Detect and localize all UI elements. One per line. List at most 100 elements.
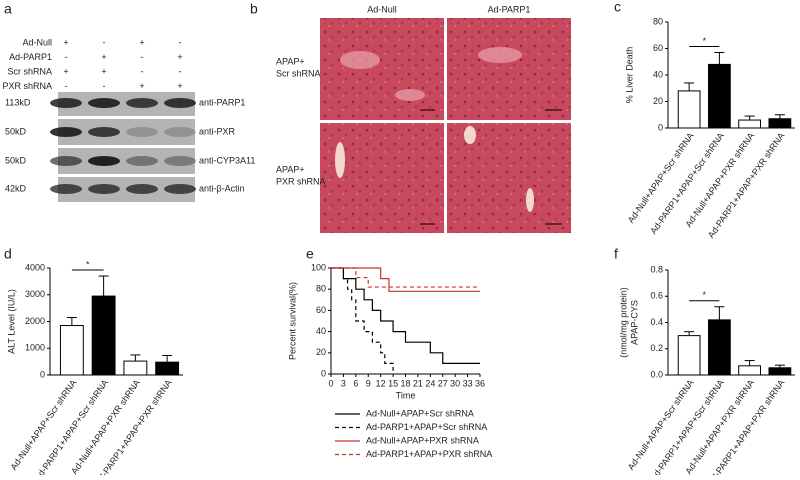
y-tick-label: 40 [653, 69, 663, 79]
row-label: PXR shRNA [276, 176, 326, 186]
band-antibody: anti-CYP3A11 [199, 155, 255, 165]
condition-sign: + [177, 81, 182, 91]
y-tick-label: 20 [653, 96, 663, 106]
band-size: 42kD [5, 183, 27, 193]
condition-sign: - [179, 37, 182, 47]
band-size: 50kD [5, 155, 27, 165]
y-tick-label: 100 [311, 262, 326, 272]
survival-line [331, 267, 480, 364]
condition-label: PXR shRNA [2, 81, 52, 91]
bar [738, 365, 762, 376]
condition-sign: + [101, 66, 106, 76]
y-tick-label: 80 [653, 16, 663, 26]
blot-band [50, 127, 82, 137]
significance-label: * [702, 36, 706, 46]
blot-band [88, 156, 120, 166]
condition-label: Scr shRNA [7, 66, 52, 76]
legend-label: Ad-Null+APAP+Scr shRNA [366, 408, 474, 418]
bar [677, 335, 701, 376]
row-label: APAP+ [276, 164, 305, 174]
bar [123, 360, 148, 376]
condition-sign: + [177, 52, 182, 62]
band-antibody: anti-PXR [199, 126, 236, 136]
y-axis-label: APAP-CYS [629, 300, 639, 345]
condition-sign: - [141, 52, 144, 62]
blot-band [164, 98, 196, 108]
significance-label: * [702, 290, 706, 300]
x-tick-label: 30 [450, 378, 460, 388]
condition-sign: - [103, 37, 106, 47]
blot-band [126, 184, 158, 194]
bar [677, 90, 701, 129]
blot-band [50, 184, 82, 194]
y-tick-label: 4000 [25, 262, 45, 272]
column-label: Ad-Null [367, 4, 397, 14]
band-size: 50kD [5, 126, 27, 136]
y-tick-label: 0.8 [650, 264, 663, 274]
condition-sign: - [65, 81, 68, 91]
blot-band [164, 184, 196, 194]
x-tick-label: 0 [328, 378, 333, 388]
x-tick-label: 18 [400, 378, 410, 388]
y-tick-label: 60 [653, 43, 663, 53]
y-axis-label: (nmol/mg protein) [618, 287, 628, 358]
survival-line [331, 267, 480, 288]
bar [768, 118, 792, 129]
y-tick-label: 80 [316, 284, 326, 294]
blot-band [50, 98, 82, 108]
blot-band [126, 98, 158, 108]
bar [59, 325, 84, 376]
panel-letter: d [4, 246, 12, 262]
y-tick-label: 0.4 [650, 317, 663, 327]
x-tick-label: 27 [438, 378, 448, 388]
bar [155, 361, 180, 376]
x-tick-label: 33 [463, 378, 473, 388]
band-antibody: anti-PARP1 [199, 97, 245, 107]
column-label: Ad-PARP1 [488, 4, 531, 14]
condition-label: Ad-Null [22, 37, 52, 47]
band-size: 113kD [5, 97, 31, 107]
legend-label: Ad-Null+APAP+PXR shRNA [366, 435, 479, 445]
blot-band [88, 127, 120, 137]
blot-band [126, 127, 158, 137]
blot-band [164, 156, 196, 166]
blot-band [88, 98, 120, 108]
panel-letter: b [250, 1, 258, 17]
x-tick-label: 36 [475, 378, 485, 388]
panel-letter: a [4, 1, 12, 17]
condition-sign: + [139, 81, 144, 91]
x-axis-label: Time [396, 390, 416, 400]
condition-sign: + [101, 52, 106, 62]
y-tick-label: 40 [316, 326, 326, 336]
y-axis-label: Percent survival(%) [287, 282, 297, 360]
x-tick-label: 15 [388, 378, 398, 388]
y-axis-label: ALT Level (IU/L) [6, 289, 16, 354]
blot-band [164, 127, 196, 137]
x-tick-label: 9 [366, 378, 371, 388]
bar [768, 367, 792, 376]
bar [707, 319, 731, 376]
y-axis-label: % Liver Death [624, 47, 634, 104]
survival-line [331, 267, 480, 292]
significance-label: * [86, 259, 90, 269]
y-tick-label: 60 [316, 305, 326, 315]
legend-label: Ad-PARP1+APAP+Scr shRNA [366, 422, 487, 432]
panel-letter: e [306, 246, 314, 262]
bar [91, 295, 116, 376]
blot-band [50, 156, 82, 166]
bar [738, 119, 762, 129]
histology-images [320, 18, 571, 233]
condition-sign: - [179, 66, 182, 76]
y-tick-label: 0 [658, 122, 663, 132]
condition-sign: + [63, 37, 68, 47]
y-tick-label: 0.2 [650, 343, 663, 353]
x-tick-label: 21 [413, 378, 423, 388]
y-tick-label: 3000 [25, 289, 45, 299]
legend-label: Ad-PARP1+APAP+PXR shRNA [366, 449, 492, 459]
y-tick-label: 0 [40, 369, 45, 379]
y-tick-label: 1000 [25, 343, 45, 353]
bar [707, 63, 731, 129]
y-tick-label: 2000 [25, 316, 45, 326]
band-antibody: anti-β-Actin [199, 183, 245, 193]
